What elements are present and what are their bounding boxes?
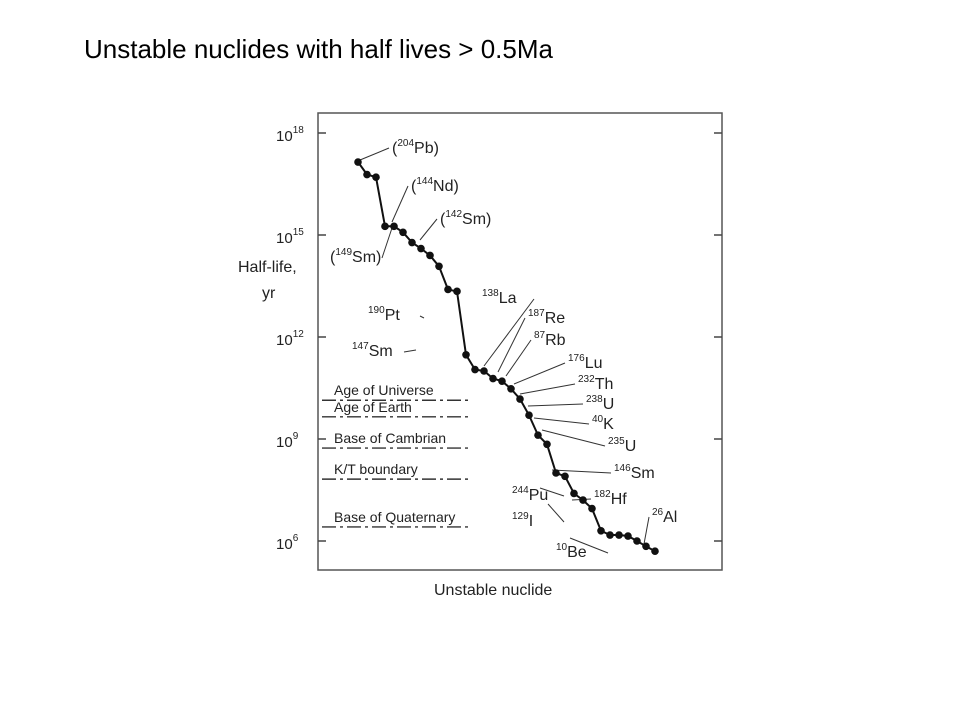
nuclide-label: 87Rb — [534, 330, 566, 349]
nuclide-label: 244Pu — [512, 485, 548, 504]
reference-line-label: K/T boundary — [334, 461, 418, 477]
leader-line — [547, 503, 565, 523]
data-point — [354, 158, 362, 166]
y-axis-label-unit: yr — [262, 285, 276, 302]
nuclide-label: 10Be — [556, 542, 587, 561]
leader-line — [381, 227, 393, 259]
nuclide-label: 129I — [512, 511, 533, 530]
data-point — [642, 542, 650, 551]
y-tick-label: 1015 — [276, 227, 304, 247]
nuclide-label: 235U — [608, 436, 636, 455]
reference-line-label: Base of Cambrian — [334, 430, 446, 446]
data-point — [408, 238, 416, 247]
data-point — [444, 285, 452, 294]
leader-line — [483, 298, 535, 367]
nuclide-label: 232Th — [578, 374, 613, 393]
data-point — [390, 222, 398, 231]
nuclide-label: 182Hf — [594, 489, 627, 508]
y-tick-label: 109 — [276, 431, 299, 451]
y-tick-label: 106 — [276, 533, 299, 553]
reference-line-label: Age of Universe — [334, 382, 434, 398]
leader-line — [539, 487, 565, 497]
leader-line — [505, 339, 532, 377]
nuclide-label: 187Re — [528, 308, 565, 327]
data-point — [561, 472, 569, 481]
data-point — [543, 440, 551, 449]
data-point — [588, 504, 596, 513]
leader-line — [643, 516, 650, 545]
leader-line — [551, 469, 612, 474]
data-point — [570, 489, 578, 498]
slide-title: Unstable nuclides with half lives > 0.5M… — [84, 34, 553, 64]
leader-line — [497, 317, 526, 373]
data-point — [480, 367, 488, 375]
reference-line-label: Age of Earth — [334, 399, 412, 415]
nuclide-label: 138La — [482, 288, 517, 307]
data-point — [489, 374, 497, 383]
data-point — [372, 173, 380, 182]
nuclide-label: (142Sm) — [440, 209, 491, 228]
leader-line — [533, 417, 590, 425]
leader-line — [419, 218, 438, 241]
data-point — [525, 411, 533, 420]
y-tick-label: 1012 — [276, 329, 304, 349]
leader-line — [419, 315, 425, 319]
x-axis-label: Unstable nuclide — [434, 582, 552, 599]
data-point — [615, 531, 623, 539]
nuclide-label: 190Pt — [368, 305, 400, 324]
leader-line — [569, 537, 609, 554]
data-point — [363, 170, 371, 179]
data-point — [471, 365, 479, 374]
data-point — [552, 469, 560, 477]
data-point — [435, 262, 443, 271]
data-point — [651, 547, 659, 556]
leader-line — [527, 403, 584, 407]
data-point — [381, 222, 389, 231]
data-point — [462, 350, 470, 359]
nuclide-label: 146Sm — [614, 463, 655, 482]
leader-line — [359, 147, 390, 161]
data-point — [606, 531, 614, 539]
data-point — [534, 431, 542, 439]
data-point — [417, 244, 425, 253]
y-axis-label: Half-life, — [238, 259, 297, 276]
nuclide-label: 26Al — [652, 507, 677, 526]
data-point — [597, 526, 605, 535]
nuclide-label: (204Pb) — [392, 138, 439, 157]
nuclide-label: 238U — [586, 394, 614, 413]
leader-line — [513, 362, 566, 385]
data-point — [399, 228, 407, 237]
data-point — [633, 537, 641, 545]
leader-line — [541, 429, 606, 447]
nuclide-label: (149Sm) — [330, 247, 381, 266]
reference-line-label: Base of Quaternary — [334, 509, 455, 525]
data-point — [498, 377, 506, 386]
data-point — [516, 395, 524, 403]
plot-frame — [317, 112, 723, 571]
data-point — [579, 496, 587, 504]
nuclide-label: 176Lu — [568, 353, 602, 372]
leader-line — [403, 349, 417, 353]
nuclide-label: 40K — [592, 414, 614, 433]
y-tick-label: 1018 — [276, 125, 304, 145]
data-point — [624, 532, 632, 540]
data-point — [453, 287, 461, 296]
nuclide-label: (144Nd) — [411, 176, 459, 195]
data-point — [426, 251, 434, 260]
data-point — [507, 384, 515, 393]
leader-line — [519, 383, 576, 395]
series-line — [357, 161, 656, 553]
leader-line — [391, 185, 409, 223]
nuclide-label: 147Sm — [352, 341, 393, 360]
